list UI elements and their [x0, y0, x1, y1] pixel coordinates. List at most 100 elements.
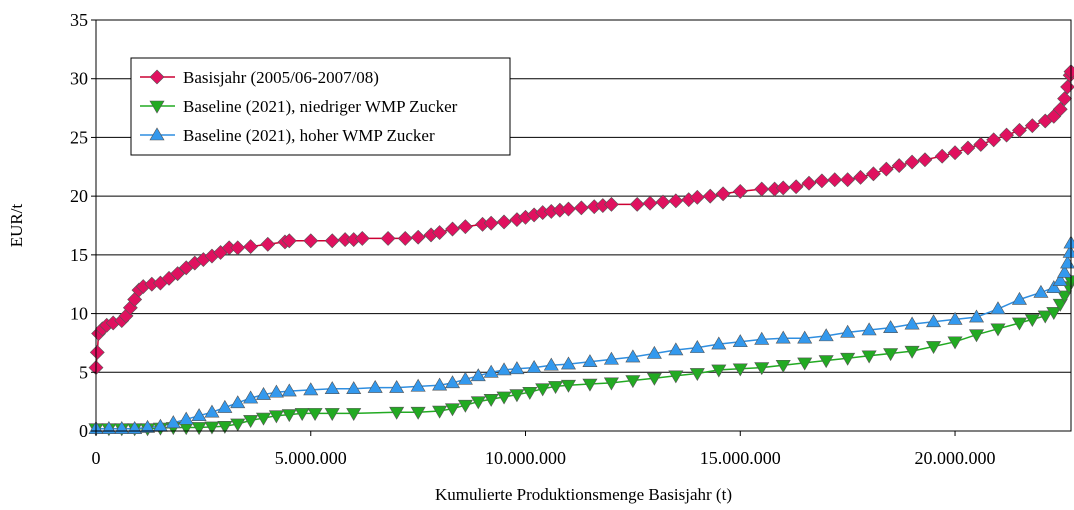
- legend-label-2: Baseline (2021), hoher WMP Zucker: [183, 126, 435, 145]
- data-point-s1-39: [711, 364, 727, 378]
- data-point-s1-40: [732, 363, 748, 377]
- data-point-s2-4: [140, 419, 156, 433]
- y-axis-label: EUR/t: [7, 204, 26, 248]
- y-tick-label-5: 25: [70, 127, 88, 147]
- data-point-s0-72: [878, 161, 894, 177]
- data-point-s0-76: [934, 148, 950, 164]
- data-point-s2-38: [711, 336, 727, 350]
- data-point-s2-39: [732, 334, 748, 348]
- data-point-s2-46: [883, 320, 899, 333]
- data-point-s1-23: [444, 403, 461, 417]
- data-point-s2-56: [1057, 264, 1073, 278]
- data-point-s0-58: [689, 189, 705, 205]
- data-point-s1-15: [281, 409, 297, 423]
- data-point-s1-49: [926, 341, 942, 355]
- data-point-s2-6: [165, 415, 181, 429]
- data-point-s1-19: [346, 408, 362, 421]
- legend-label-1: Baseline (2021), niedriger WMP Zucker: [183, 97, 458, 116]
- data-point-s0-64: [775, 180, 791, 196]
- y-tick-label-6: 30: [70, 69, 88, 89]
- data-point-s2-54: [1046, 280, 1062, 294]
- data-point-s1-22: [432, 405, 448, 419]
- data-point-s2-42: [797, 330, 813, 344]
- data-point-s1-34: [603, 377, 619, 391]
- x-axis-label: Kumulierte Produktionsmenge Basisjahr (t…: [435, 485, 732, 504]
- data-point-s1-12: [243, 415, 259, 429]
- data-point-s1-13: [255, 412, 272, 426]
- data-point-s2-24: [457, 371, 473, 385]
- data-point-s0-68: [827, 172, 843, 188]
- legend-marker-1: [149, 100, 165, 114]
- data-point-s1-52: [990, 323, 1006, 337]
- data-point-s0-74: [904, 154, 920, 170]
- data-point-s2-35: [646, 345, 662, 359]
- data-point-s1-29: [522, 386, 538, 400]
- data-point-s2-25: [470, 368, 486, 382]
- data-point-s2-33: [603, 351, 619, 365]
- x-tick-label-1: 5.000.000: [275, 448, 347, 468]
- data-point-s0-61: [732, 184, 748, 199]
- data-point-s2-29: [526, 359, 542, 373]
- data-point-s2-40: [754, 331, 770, 345]
- data-point-s1-30: [535, 383, 551, 397]
- data-point-s1-16: [294, 408, 310, 421]
- data-point-s1-28: [509, 389, 525, 403]
- data-point-s1-48: [904, 345, 920, 359]
- data-point-s0-38: [457, 219, 473, 235]
- x-tick-label-4: 20.000.000: [915, 448, 996, 468]
- data-point-s2-49: [947, 311, 963, 325]
- data-point-s0-27: [303, 233, 319, 249]
- data-point-s0-24: [260, 236, 276, 252]
- data-point-s1-36: [646, 372, 662, 386]
- data-point-s2-19: [367, 379, 383, 393]
- data-point-s1-43: [797, 357, 813, 371]
- y-tick-label-2: 10: [70, 304, 88, 324]
- data-point-s0-40: [483, 215, 499, 231]
- data-point-s2-9: [204, 404, 220, 418]
- data-point-s0-83: [1024, 118, 1040, 134]
- data-point-s1-8: [191, 422, 207, 436]
- legend: Basisjahr (2005/06-2007/08) Baseline (202…: [130, 57, 511, 156]
- data-point-s1-53: [1011, 317, 1027, 331]
- data-point-s1-9: [204, 421, 220, 435]
- data-point-s0-48: [561, 201, 576, 217]
- data-point-s1-45: [840, 352, 856, 366]
- data-point-s1-20: [389, 406, 405, 420]
- data-point-s0-86: [1052, 101, 1068, 117]
- data-point-s0-87: [1057, 91, 1072, 107]
- data-point-s2-11: [230, 395, 246, 409]
- data-point-s2-12: [243, 390, 259, 404]
- data-point-s2-10: [217, 399, 233, 413]
- data-point-s1-58: [1057, 290, 1073, 304]
- data-point-s0-54: [642, 195, 658, 211]
- data-point-s0-36: [432, 225, 448, 240]
- data-point-s0-78: [960, 140, 976, 156]
- gridlines: [96, 78, 1071, 373]
- axes: [95, 19, 1072, 432]
- data-point-s1-35: [625, 375, 641, 389]
- data-point-s2-50: [968, 309, 985, 323]
- data-point-s2-45: [861, 322, 877, 336]
- data-point-s2-31: [560, 356, 576, 370]
- data-point-s0-73: [891, 158, 907, 174]
- data-point-s1-33: [582, 378, 598, 392]
- data-point-s0-75: [917, 152, 933, 168]
- data-point-s2-18: [346, 381, 362, 395]
- data-point-s2-43: [818, 328, 834, 342]
- legend-items: Basisjahr (2005/06-2007/08) Baseline (202…: [140, 68, 458, 145]
- data-point-s1-37: [668, 370, 684, 384]
- data-point-s0-52: [603, 196, 619, 212]
- y-tick-label-0: 0: [79, 421, 88, 441]
- y-tick-label-7: 35: [70, 10, 88, 30]
- data-point-s0-41: [496, 214, 512, 230]
- data-point-s0-65: [788, 179, 804, 195]
- data-point-s0-62: [754, 181, 770, 197]
- series-markers-0: [88, 64, 1074, 376]
- data-point-s1-10: [217, 421, 233, 434]
- data-point-s2-52: [1011, 291, 1027, 305]
- legend-label-0: Basisjahr (2005/06-2007/08): [183, 68, 379, 87]
- data-point-s1-32: [560, 379, 576, 393]
- data-point-s2-23: [444, 375, 461, 389]
- data-point-s0-1: [89, 344, 105, 360]
